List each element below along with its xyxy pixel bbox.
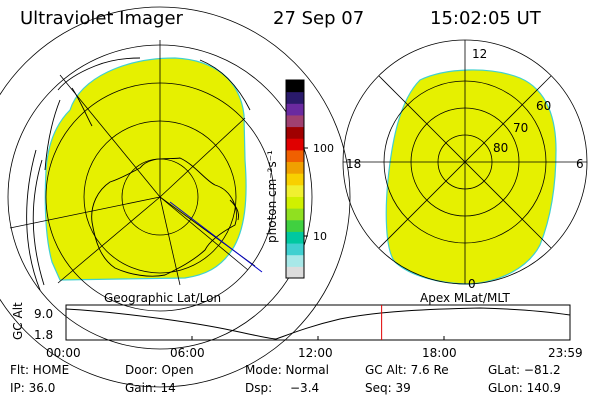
date: 27 Sep 07: [273, 8, 365, 29]
colorbar-unit-label: photon cm⁻²s⁻¹: [265, 150, 279, 243]
status-ip: IP: 36.0: [10, 381, 56, 395]
right-image-fill: [385, 69, 557, 285]
altitude-curve: [65, 307, 571, 340]
lat-80-label: 80: [493, 141, 508, 155]
status-dsp-label: Dsp:: [245, 381, 273, 395]
colorbar-strips: [286, 80, 304, 279]
colorbar-segment: [286, 80, 304, 93]
right-panel-label: Apex MLat/MLT: [420, 291, 510, 305]
x-tick-0600: 06:00: [170, 346, 205, 360]
gc-alt-ylabel: GC Alt: [11, 302, 25, 340]
colorbar-segment: [286, 243, 304, 256]
colorbar-segment: [286, 266, 304, 279]
title: Ultraviolet Imager: [20, 8, 183, 29]
status-gcalt: GC Alt: 7.6 Re: [365, 363, 449, 377]
left-panel-label: Geographic Lat/Lon: [104, 291, 221, 305]
colorbar-segment: [286, 231, 304, 244]
x-tick-1200: 12:00: [298, 346, 333, 360]
colorbar-segment: [286, 219, 304, 232]
x-tick-2359: 23:59: [548, 346, 583, 360]
mlt-0-label: 0: [468, 277, 476, 291]
colorbar-segment: [286, 208, 304, 221]
x-tick-0000: 00:00: [46, 346, 81, 360]
mlt-12-label: 12: [472, 47, 487, 61]
status-glat: GLat: −81.2: [488, 363, 561, 377]
time: 15:02:05 UT: [430, 8, 541, 29]
colorbar-segment: [286, 126, 304, 139]
status-mode: Mode: Normal: [245, 363, 329, 377]
lat-60-label: 60: [536, 99, 551, 113]
status-flt: Flt: HOME: [10, 363, 70, 377]
colorbar-segment: [286, 114, 304, 128]
status-glon: GLon: 140.9: [488, 381, 561, 395]
left-image-fill: [44, 57, 247, 281]
colorbar-segment: [286, 138, 304, 151]
colorbar-tick-10: 10: [313, 230, 327, 243]
x-tick-1800: 18:00: [422, 346, 457, 360]
mlt-6-label: 6: [576, 157, 584, 171]
colorbar-segment: [286, 161, 304, 174]
colorbar-segment: [286, 103, 304, 116]
status-door: Door: Open: [125, 363, 194, 377]
colorbar-tick-100: 100: [313, 142, 334, 155]
status-gain: Gain: 14: [125, 381, 176, 395]
lat-70-label: 70: [513, 121, 528, 135]
status-dsp-value: −3.4: [290, 381, 320, 395]
colorbar-segment: [286, 91, 304, 104]
status-seq: Seq: 39: [365, 381, 411, 395]
colorbar-segment: [286, 196, 304, 209]
y-tick-9: 9.0: [34, 307, 53, 321]
mlt-18-label: 18: [346, 157, 361, 171]
terminator-line: [169, 201, 263, 273]
colorbar-segment: [286, 149, 304, 163]
colorbar-segment: [286, 184, 304, 197]
y-tick-1_8: 1.8: [34, 328, 53, 342]
colorbar-segment: [286, 254, 304, 267]
colorbar-segment: [286, 173, 304, 186]
